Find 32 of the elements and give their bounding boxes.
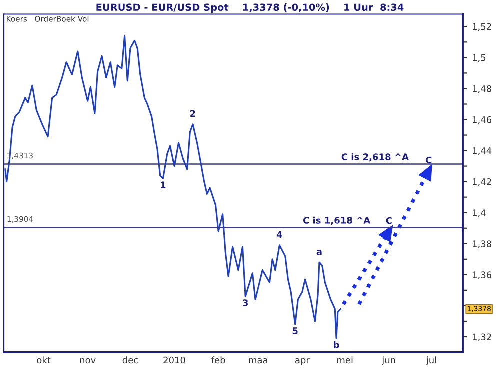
- x-tick-label: jun: [382, 356, 396, 366]
- y-tick-label: 1,44: [473, 148, 492, 156]
- annotation: C is 1,618 ^A: [303, 216, 371, 226]
- y-tick-label: 1,48: [473, 85, 492, 94]
- y-tick-label: 1,52: [473, 23, 492, 32]
- annotation: C: [426, 156, 432, 164]
- y-tick-label: 1,4: [473, 210, 486, 218]
- x-tick-label: mei: [337, 356, 353, 364]
- chart-title: EURUSD - EUR/USD Spot 1,3378 (-0,10%) 1 Uur 8:34: [96, 4, 404, 13]
- x-tick-label: 2010: [164, 356, 186, 364]
- x-tick-label: jul: [426, 356, 436, 366]
- y-tick-label: 1,38: [473, 240, 492, 248]
- annotation: 5: [292, 328, 298, 334]
- x-tick-label: feb: [212, 356, 226, 364]
- x-tick-label: nov: [80, 358, 96, 364]
- x-tick-label: apr: [295, 358, 310, 366]
- y-tick-label: 1,5: [473, 54, 486, 62]
- annotation: b: [334, 341, 340, 348]
- x-tick-label: okt: [37, 356, 51, 364]
- y-tick-label: 1,36: [473, 272, 492, 280]
- annotation: 3: [243, 300, 248, 306]
- y-tick-label: 1,46: [473, 116, 492, 124]
- y-tick-label: 1,42: [473, 178, 492, 186]
- x-tick-label: dec: [122, 356, 138, 364]
- annotation: 2: [190, 110, 196, 117]
- annotation: 4: [276, 231, 282, 238]
- x-tick-label: maa: [249, 358, 268, 364]
- annotation: a: [316, 250, 322, 256]
- annotation: C: [386, 217, 392, 224]
- annotation: 1: [161, 182, 166, 188]
- annotation: C is 2,618 ^A: [342, 153, 409, 162]
- y-tick-label: 1,32: [473, 334, 492, 342]
